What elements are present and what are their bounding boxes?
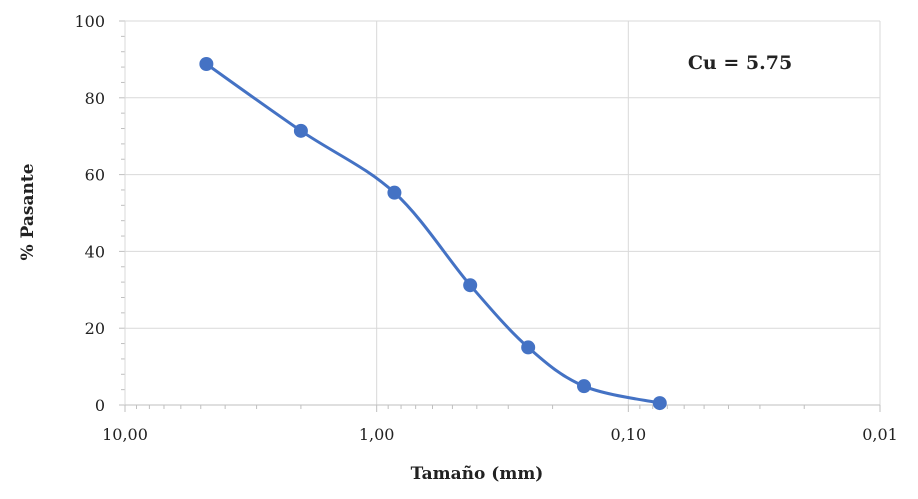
data-points [199, 57, 667, 411]
data-point [521, 340, 536, 355]
y-tick-label: 80 [85, 89, 105, 108]
y-tick-label: 20 [85, 319, 105, 338]
y-tick-label: 60 [85, 166, 105, 185]
y-tick-label: 100 [74, 12, 105, 31]
data-point [463, 278, 478, 293]
y-tick-labels: 0 20 40 60 80 100 [74, 12, 105, 415]
data-point [293, 123, 308, 138]
data-point [387, 185, 402, 200]
x-tick-label: 10,00 [102, 425, 148, 444]
data-point [652, 396, 667, 411]
x-tick-label: 0,01 [862, 425, 898, 444]
x-axis-title: Tamaño (mm) [411, 464, 544, 484]
y-tick-label: 40 [85, 242, 105, 261]
data-point [199, 57, 214, 72]
x-tick-label: 1,00 [359, 425, 395, 444]
minor-ticks [119, 20, 881, 412]
data-point [577, 379, 592, 394]
x-tick-label: 0,10 [611, 425, 647, 444]
cu-annotation: Cu = 5.75 [688, 52, 792, 74]
x-tick-labels: 10,00 1,00 0,10 0,01 [102, 425, 898, 444]
series-line [205, 62, 661, 405]
grid-lines [124, 20, 881, 405]
y-axis-title: % Pasante [18, 163, 38, 260]
y-tick-label: 0 [95, 396, 105, 415]
